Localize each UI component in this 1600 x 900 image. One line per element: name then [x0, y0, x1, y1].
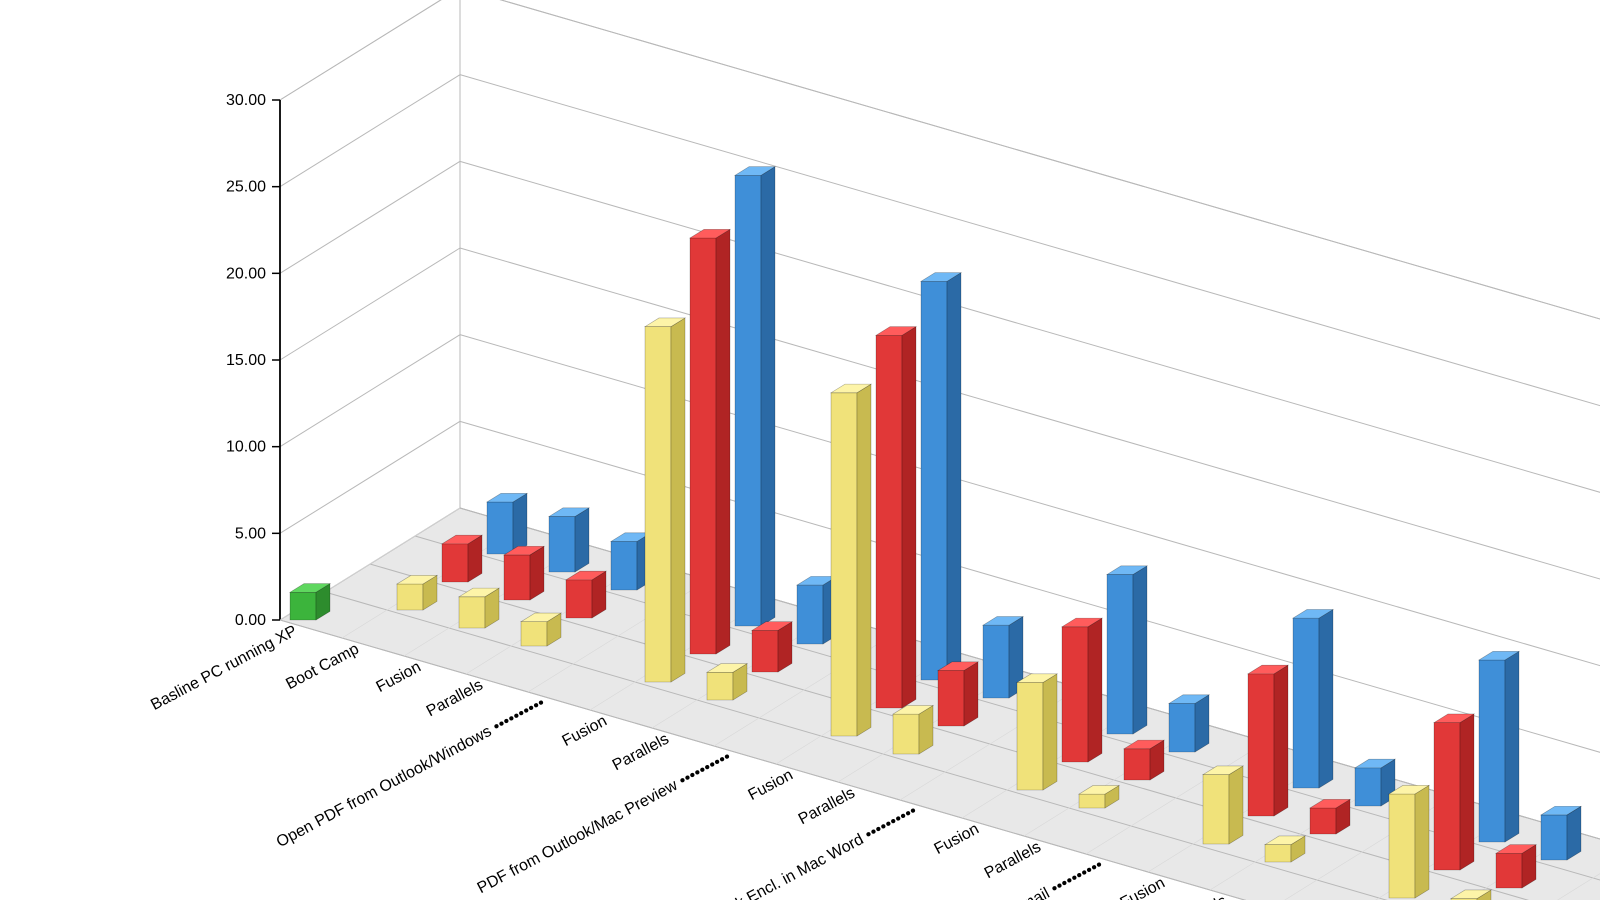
bar-front — [1079, 794, 1105, 808]
bar-front — [876, 335, 902, 708]
bar-chart-3d: 0.00 5.00 10.00 15.00 20.00 25.00 30.00 Basline… — [0, 0, 1600, 900]
bar-side — [964, 662, 978, 726]
category-label-group: Fusion — [373, 659, 423, 697]
category-label: Parallels — [1168, 893, 1230, 900]
bar-front — [1248, 674, 1274, 816]
bar-side — [716, 229, 730, 654]
bar-side — [1195, 695, 1209, 752]
category-label-group: Open PDF from Outlook/Windows •••••••••• — [274, 695, 548, 852]
bar-front — [752, 630, 778, 672]
bar-front — [1541, 815, 1567, 860]
bar-front — [983, 625, 1009, 698]
bar-front — [566, 580, 592, 618]
bar-side — [1319, 609, 1333, 788]
bar-front — [549, 517, 575, 572]
bar-front — [1062, 627, 1088, 762]
bar-side — [671, 318, 685, 682]
bar-side — [1460, 714, 1474, 870]
bar-front — [921, 281, 947, 680]
bar-front — [1293, 618, 1319, 788]
y-tick-label: 15.00 — [226, 352, 266, 369]
category-label-group: Basline PC running XP — [148, 623, 300, 714]
category-label: Parallels — [610, 731, 672, 775]
bar-front — [1434, 723, 1460, 870]
y-tick-label: 0.00 — [235, 612, 266, 629]
bar-side — [575, 508, 589, 572]
bar-front — [831, 393, 857, 736]
bar-side — [1274, 665, 1288, 816]
category-label: Fusion — [931, 821, 981, 859]
bar-front — [797, 585, 823, 644]
category-label: Fusion — [373, 659, 423, 697]
bar-side — [513, 493, 527, 554]
category-label: Basline PC running XP — [148, 623, 300, 714]
category-label: Parallels — [796, 785, 858, 829]
category-label-group: Parallels — [1168, 893, 1230, 900]
bar-front — [1169, 703, 1195, 752]
category-label: Fusion — [1117, 875, 1167, 900]
category-label-group: Fusion — [1117, 875, 1167, 900]
bar-front — [1496, 853, 1522, 888]
bar-front — [521, 622, 547, 646]
y-tick-label: 30.00 — [226, 92, 266, 109]
bar-front — [1389, 794, 1415, 898]
bar-front — [397, 584, 423, 610]
bar-front — [1203, 775, 1229, 844]
bar-side — [857, 384, 871, 736]
category-label-group: Fusion — [559, 713, 609, 751]
category-label-group: Boot Camp — [283, 640, 362, 693]
bar-front — [504, 555, 530, 600]
bar-side — [902, 327, 916, 708]
bar-front — [893, 714, 919, 754]
category-label: Open PDF from Outlook/Windows •••••••••• — [274, 695, 548, 852]
bar-front — [611, 541, 637, 590]
category-label: Fusion — [559, 713, 609, 751]
bar-side — [1567, 806, 1581, 860]
bar-front — [645, 327, 671, 682]
bar-front — [1479, 660, 1505, 842]
bar-side — [947, 273, 961, 680]
bar-side — [1088, 618, 1102, 762]
bar-front — [690, 238, 716, 654]
bar-front — [442, 544, 468, 582]
bar-side — [1229, 766, 1243, 844]
bar-side — [1043, 674, 1057, 790]
bar-front — [707, 672, 733, 700]
category-label-group: Fusion — [745, 767, 795, 805]
bar-front — [459, 597, 485, 628]
category-label-group: Parallels — [424, 677, 486, 721]
bar-front — [735, 175, 761, 626]
y-tick-label: 5.00 — [235, 525, 266, 542]
bar-front — [1265, 845, 1291, 862]
category-label-group: Parallels — [982, 839, 1044, 883]
bar-front — [1310, 808, 1336, 834]
category-label: PDF from Outlook/Mac Preview •••••••••• — [475, 749, 734, 898]
category-label-group: Parallels — [796, 785, 858, 829]
bar-side — [1415, 785, 1429, 898]
category-label-group: Parallels — [610, 731, 672, 775]
bar-side — [761, 167, 775, 626]
bar-side — [1505, 651, 1519, 842]
bar-front — [1124, 749, 1150, 780]
bar-side — [530, 546, 544, 600]
bar-side — [1133, 566, 1147, 734]
bar-front — [1107, 575, 1133, 734]
bar-front — [1355, 768, 1381, 806]
bar-front — [487, 502, 513, 554]
bar-front — [938, 671, 964, 726]
category-label: Parallels — [424, 677, 486, 721]
bar-front — [290, 592, 316, 620]
category-label: Parallels — [982, 839, 1044, 883]
category-label-group: Fusion — [931, 821, 981, 859]
category-label: Boot Camp — [283, 640, 362, 693]
category-label: Fusion — [745, 767, 795, 805]
y-tick-label: 10.00 — [226, 439, 266, 456]
y-tick-label: 20.00 — [226, 265, 266, 282]
bar-front — [1017, 683, 1043, 790]
category-label-group: PDF from Outlook/Mac Preview •••••••••• — [475, 749, 734, 898]
y-tick-label: 25.00 — [226, 179, 266, 196]
